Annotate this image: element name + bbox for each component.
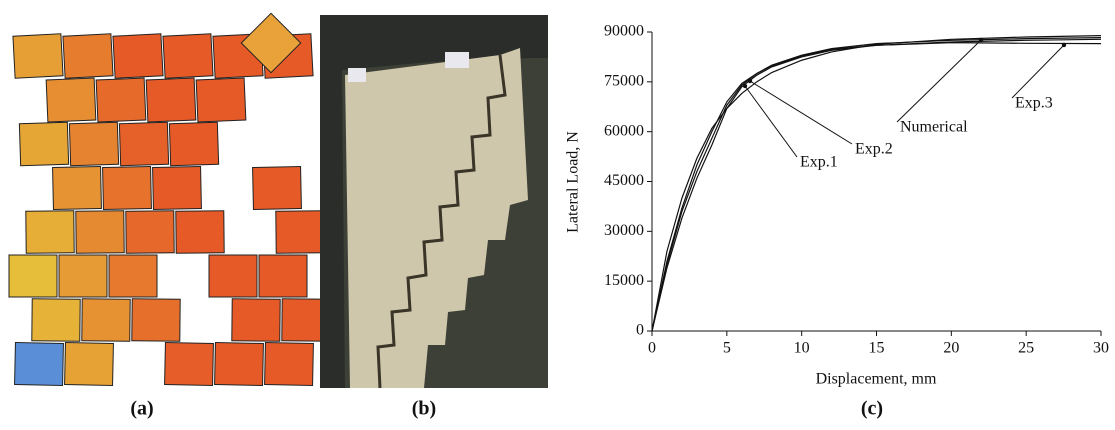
caption: (b)	[412, 398, 436, 420]
block	[68, 121, 120, 167]
y-tick-label: 60000	[604, 122, 644, 139]
y-tick-label: 45000	[604, 172, 644, 189]
line-series	[651, 42, 1102, 332]
line-series	[651, 35, 1102, 332]
line-series	[651, 38, 1102, 332]
annotation-arrow	[896, 39, 982, 123]
y-tick-label: 0	[636, 322, 644, 339]
block	[12, 33, 64, 79]
block	[108, 254, 158, 298]
series-annotation: Exp.2	[855, 141, 893, 158]
arrow-head	[1061, 42, 1067, 48]
block	[275, 210, 325, 254]
crack	[376, 54, 507, 389]
annotation-arrow	[1011, 44, 1065, 99]
line-series	[651, 37, 1102, 332]
arrow-head	[747, 78, 753, 84]
block	[162, 33, 214, 79]
block	[14, 341, 64, 387]
y-tick-label: 15000	[604, 272, 644, 289]
block	[64, 341, 114, 387]
y-tick-label: 90000	[604, 23, 644, 40]
panel-b-photo	[320, 15, 548, 389]
block	[45, 77, 97, 123]
block	[258, 254, 308, 298]
block	[25, 210, 75, 254]
block	[75, 210, 125, 254]
block	[52, 165, 102, 211]
block	[95, 77, 147, 123]
panel-a-simulation	[8, 12, 331, 387]
label-tag	[348, 68, 366, 82]
block	[214, 341, 264, 387]
x-tick-label: 10	[794, 340, 810, 357]
block	[175, 210, 225, 254]
annotation-arrow	[749, 80, 853, 145]
wall	[345, 48, 528, 388]
arrow-head	[742, 83, 748, 89]
block	[168, 121, 220, 167]
x-tick-label: 25	[1018, 340, 1034, 357]
block	[240, 12, 302, 74]
block	[164, 341, 214, 387]
block	[62, 33, 114, 79]
x-axis-label: Displacement, mm	[816, 371, 937, 388]
y-axis-label: Lateral Load, N	[565, 131, 582, 233]
block	[264, 341, 314, 387]
series-annotation: Numerical	[900, 119, 968, 136]
block	[231, 298, 281, 342]
x-tick-label: 15	[869, 340, 885, 357]
panel-c-chart: 0 15000 30000 45000 60000 75000 90000 0 5 10 15 20 2…	[604, 23, 1109, 357]
caption: (c)	[861, 398, 883, 420]
x-tick-label: 0	[648, 340, 656, 357]
series-annotation: Exp.1	[800, 154, 838, 171]
block	[18, 121, 70, 167]
series-annotation: Exp.3	[1015, 95, 1053, 112]
y-tick-label: 30000	[604, 222, 644, 239]
x-tick-label: 5	[723, 340, 731, 357]
block	[208, 254, 258, 298]
block	[31, 298, 81, 342]
block	[125, 210, 175, 254]
y-tick-label: 75000	[604, 73, 644, 90]
x-tick-label: 20	[943, 340, 959, 357]
block	[152, 165, 202, 211]
label-tag	[445, 52, 469, 68]
block	[8, 254, 58, 298]
block	[195, 77, 247, 123]
annotation-arrow	[744, 85, 798, 158]
caption: (a)	[130, 398, 153, 420]
block	[252, 165, 302, 211]
block	[118, 121, 170, 167]
block	[102, 165, 152, 211]
block	[112, 33, 164, 79]
x-tick-label: 30	[1093, 340, 1109, 357]
arrow-head	[978, 37, 984, 43]
block	[145, 77, 197, 123]
block	[58, 254, 108, 298]
block	[81, 298, 131, 342]
block	[131, 298, 181, 342]
